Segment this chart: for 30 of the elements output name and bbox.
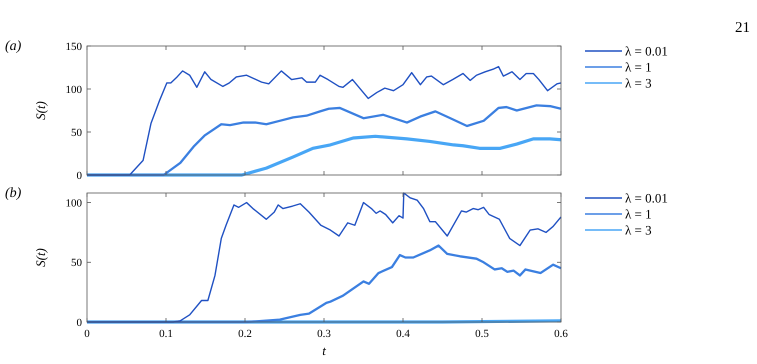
x-tick-label: 0.1 <box>159 328 173 340</box>
x-tick-label: 0 <box>84 328 90 340</box>
line-series <box>85 134 563 177</box>
line-series <box>86 192 562 323</box>
text: 21 <box>735 20 750 36</box>
y-tick-label: 0 <box>76 170 82 182</box>
legend-label: λ = 3 <box>625 222 652 238</box>
line-series <box>86 104 562 176</box>
y-axis-title: S(t) <box>33 101 48 120</box>
legend-label: λ = 1 <box>625 60 652 75</box>
y-axis-title: S(t) <box>33 248 48 267</box>
chart-title: (b) <box>5 186 22 201</box>
line-series <box>86 244 562 324</box>
y-tick-label: 100 <box>66 84 82 96</box>
legend-label: λ = 1 <box>625 206 652 222</box>
x-tick-label: 0.5 <box>475 328 490 340</box>
chart-title: (a) <box>5 39 22 54</box>
x-tick-label: 0.3 <box>317 328 332 340</box>
y-tick-label: 150 <box>66 40 82 53</box>
x-tick-label: 0.6 <box>554 328 568 340</box>
x-tick-label: 0.2 <box>238 328 252 340</box>
y-tick-label: 50 <box>71 126 82 139</box>
legend-label: λ = 3 <box>625 76 652 91</box>
y-tick-label: 100 <box>66 197 82 210</box>
legend-label: λ = 0.01 <box>625 190 668 206</box>
legend-label: λ = 0.01 <box>625 44 668 59</box>
x-axis-title: t <box>322 343 326 358</box>
y-tick-label: 50 <box>71 257 82 270</box>
y-tick-label: 0 <box>76 316 82 329</box>
x-tick-label: 0.4 <box>396 328 410 340</box>
